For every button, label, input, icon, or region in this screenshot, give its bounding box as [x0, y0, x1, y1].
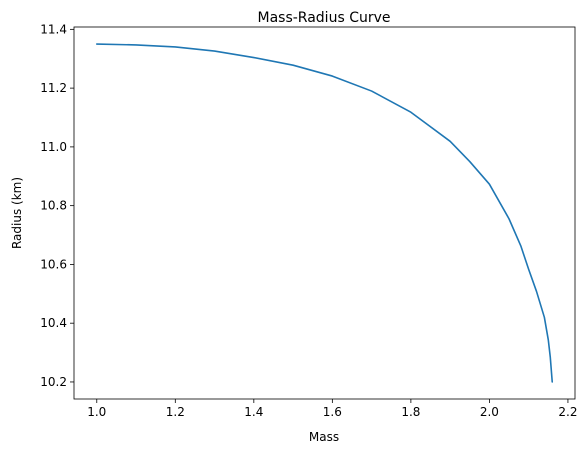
y-tick-label: 10.8	[40, 199, 67, 213]
y-tick-label: 11.4	[40, 22, 67, 36]
chart-title: Mass-Radius Curve	[258, 10, 391, 26]
y-axis-label: Radius (km)	[10, 177, 24, 249]
x-tick-label: 1.2	[166, 405, 185, 419]
y-tick-label: 11.0	[40, 140, 67, 154]
x-tick-label: 1.6	[323, 405, 342, 419]
x-tick-label: 1.4	[244, 405, 263, 419]
x-tick-label: 1.8	[401, 405, 420, 419]
x-tick-label: 2.2	[558, 405, 577, 419]
x-tick-label: 1.0	[87, 405, 106, 419]
y-tick-label: 10.2	[40, 375, 67, 389]
y-tick-label: 10.6	[40, 257, 67, 271]
plot-area	[95, 43, 554, 383]
axes-frame	[73, 26, 576, 400]
series-line-0	[95, 43, 554, 383]
axis-ticks: 1.0 1.2 1.4 1.6 1.8 2.0 2.2 10.2 10.4 10.6 10.8 11.…	[40, 22, 577, 419]
y-tick-label: 11.2	[40, 81, 67, 95]
x-axis-label: Mass	[309, 430, 339, 444]
y-tick-label: 10.4	[40, 316, 67, 330]
x-tick-label: 2.0	[480, 405, 499, 419]
